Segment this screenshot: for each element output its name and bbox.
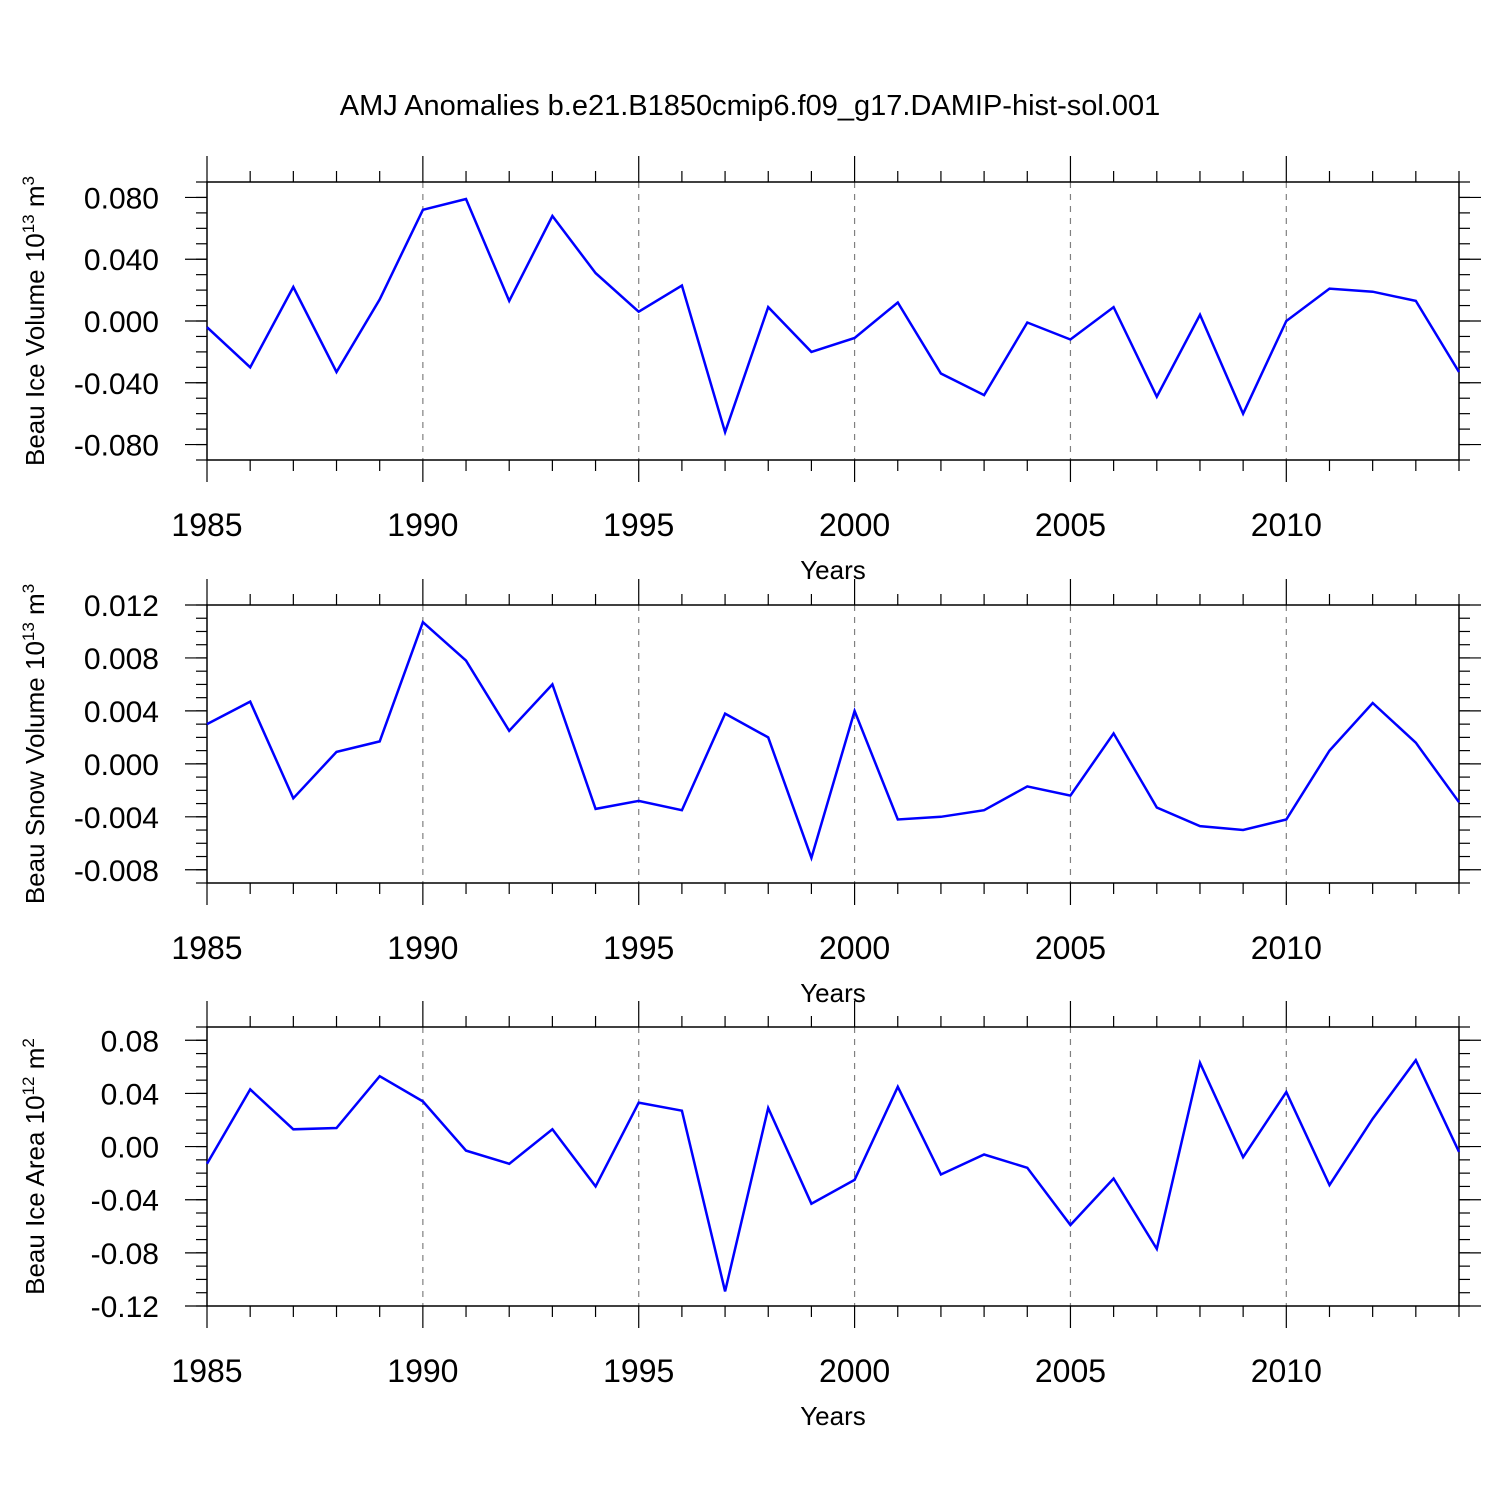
series-line bbox=[205, 1057, 1461, 1292]
x-tick-label: 2010 bbox=[1251, 1353, 1322, 1389]
y-tick-label: 0.000 bbox=[84, 306, 159, 339]
chart-panel-2: -0.008 -0.004 0.000 0.004 0.008 0.012 1985 1990… bbox=[19, 579, 1481, 1008]
x-tick-label: 1990 bbox=[387, 507, 458, 543]
y-tick-label: 0.04 bbox=[101, 1078, 159, 1111]
x-tick-label: 1995 bbox=[603, 507, 674, 543]
x-axis-label: Years bbox=[800, 1401, 866, 1431]
y-axis-label: Beau Ice Volume 1013 m3 bbox=[19, 176, 50, 466]
x-tick-label: 1985 bbox=[171, 1353, 242, 1389]
y-tick-label: 0.000 bbox=[84, 749, 159, 782]
x-tick-label: 1995 bbox=[603, 930, 674, 966]
y-axis-label: Beau Snow Volume 1013 m3 bbox=[19, 584, 50, 904]
chart-panel-1: -0.080 -0.040 0.000 0.040 0.080 1985 1990 1995 2… bbox=[19, 156, 1481, 585]
x-tick-label: 1995 bbox=[603, 1353, 674, 1389]
y-tick-label: -0.040 bbox=[74, 368, 159, 401]
x-tick-label: 2010 bbox=[1251, 507, 1322, 543]
plot-frame bbox=[206, 181, 1460, 461]
y-tick-label: 0.008 bbox=[84, 643, 159, 676]
x-tick-label: 2000 bbox=[819, 507, 890, 543]
x-axis-label: Years bbox=[800, 978, 866, 1008]
chart-panel-3: -0.12 -0.08 -0.04 0.00 0.04 0.08 1985 1990 1995 2… bbox=[19, 1001, 1481, 1431]
y-tick-label: -0.004 bbox=[74, 802, 159, 835]
x-tick-label: 2000 bbox=[819, 930, 890, 966]
y-tick-label: -0.008 bbox=[74, 855, 159, 888]
x-tick-label: 2005 bbox=[1035, 507, 1106, 543]
y-tick-label: 0.00 bbox=[101, 1132, 159, 1165]
y-tick-label: 0.012 bbox=[84, 590, 159, 623]
x-tick-label: 1985 bbox=[171, 930, 242, 966]
y-tick-label: 0.08 bbox=[101, 1025, 159, 1058]
x-tick-label: 1985 bbox=[171, 507, 242, 543]
x-tick-label: 2005 bbox=[1035, 930, 1106, 966]
x-axis-label: Years bbox=[800, 555, 866, 585]
series-line bbox=[206, 620, 1461, 862]
figure-title: AMJ Anomalies b.e21.B1850cmip6.f09_g17.D… bbox=[339, 90, 1161, 122]
plot-frame bbox=[206, 1026, 1460, 1307]
x-tick-label: 2005 bbox=[1035, 1353, 1106, 1389]
x-tick-label: 1990 bbox=[387, 1353, 458, 1389]
y-tick-label: -0.12 bbox=[91, 1291, 159, 1324]
y-tick-label: -0.080 bbox=[74, 430, 159, 463]
y-tick-label: 0.004 bbox=[84, 696, 159, 729]
y-axis-label: Beau Ice Area 1012 m2 bbox=[19, 1038, 50, 1295]
x-tick-label: 1990 bbox=[387, 930, 458, 966]
plot-frame bbox=[206, 604, 1460, 884]
y-tick-label: 0.040 bbox=[84, 244, 159, 277]
x-tick-label: 2010 bbox=[1251, 930, 1322, 966]
series-line bbox=[206, 197, 1461, 437]
y-tick-label: 0.080 bbox=[84, 182, 159, 215]
y-tick-label: -0.04 bbox=[91, 1185, 159, 1218]
x-tick-label: 2000 bbox=[819, 1353, 890, 1389]
y-tick-label: -0.08 bbox=[91, 1238, 159, 1271]
